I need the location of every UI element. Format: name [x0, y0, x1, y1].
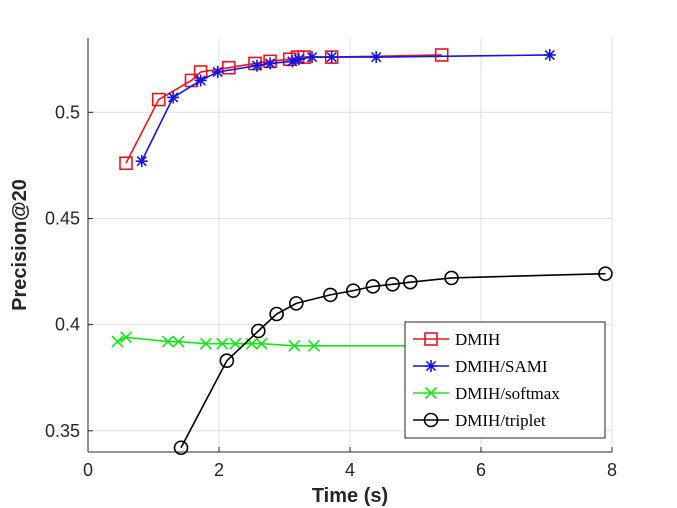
data-point	[194, 74, 207, 87]
legend-item: DMIH/softmax	[413, 384, 560, 403]
data-point	[211, 65, 224, 78]
data-point	[307, 339, 321, 352]
legend-item: DMIH/triplet	[413, 411, 546, 430]
data-point	[119, 331, 133, 344]
y-tick-label: 0.45	[45, 208, 80, 228]
data-point	[216, 337, 229, 350]
data-point	[598, 266, 613, 281]
data-point	[288, 339, 301, 352]
y-tick-label: 0.4	[55, 315, 80, 335]
data-point	[119, 156, 133, 171]
data-point	[161, 335, 174, 348]
series-dmih-triplet	[173, 266, 613, 456]
data-point	[219, 353, 235, 369]
series-dmih-sami	[135, 48, 556, 168]
legend: DMIH DMIH/SAMI DMIH/softmax DMIH/triplet	[404, 321, 606, 439]
data-point	[173, 440, 189, 456]
data-point	[288, 296, 304, 311]
data-point	[434, 48, 449, 62]
series-dmih	[119, 48, 449, 171]
data-point	[370, 51, 383, 64]
data-point	[250, 59, 263, 72]
legend-marker	[424, 332, 438, 346]
data-point	[292, 53, 305, 66]
data-point	[255, 337, 268, 350]
legend-label: DMIH/SAMI	[455, 357, 548, 376]
legend-marker	[425, 360, 437, 372]
data-point	[248, 56, 262, 71]
y-axis-label: Precision@20	[9, 179, 31, 311]
data-point	[306, 51, 319, 64]
y-tick-label: 0.35	[45, 421, 80, 441]
data-point	[199, 337, 212, 350]
x-tick-label: 0	[83, 460, 93, 480]
x-tick-label: 8	[607, 460, 617, 480]
series-lines	[111, 48, 613, 456]
data-point	[325, 51, 338, 64]
y-tick-label: 0.5	[55, 102, 80, 122]
data-point	[444, 270, 459, 286]
legend-label: DMIH	[455, 330, 500, 349]
tick-labels: 0 2 4 6 8 0.35 0.4 0.45 0.5	[45, 102, 617, 480]
data-point	[167, 91, 180, 104]
data-point	[229, 337, 242, 350]
grid-lines	[87, 38, 613, 452]
data-point	[323, 287, 338, 303]
data-point	[250, 323, 266, 339]
x-tick-label: 6	[476, 460, 486, 480]
data-point	[365, 279, 381, 294]
series-dmih-softmax	[111, 331, 422, 352]
data-point	[345, 283, 361, 298]
data-point	[543, 48, 556, 61]
data-point	[264, 57, 277, 70]
series-line	[117, 336, 416, 347]
data-point	[269, 306, 284, 322]
series-line	[140, 54, 550, 162]
x-tick-label: 4	[345, 460, 355, 480]
legend-marker	[423, 412, 439, 428]
data-point	[286, 55, 299, 68]
legend-box	[404, 321, 606, 439]
legend-item: DMIH/SAMI	[413, 357, 548, 376]
data-point	[135, 155, 148, 168]
legend-label: DMIH/triplet	[455, 411, 546, 430]
legend-label: DMIH/softmax	[455, 384, 560, 403]
data-point	[402, 274, 418, 290]
legend-item: DMIH	[413, 330, 500, 349]
x-axis-label: Time (s)	[312, 485, 388, 507]
legend-marker	[424, 386, 438, 400]
data-point	[385, 276, 400, 292]
data-point	[151, 92, 166, 107]
series-line	[125, 54, 442, 164]
data-point	[111, 335, 124, 348]
x-tick-label: 2	[214, 460, 224, 480]
data-point	[172, 335, 185, 348]
data-point	[222, 60, 236, 75]
